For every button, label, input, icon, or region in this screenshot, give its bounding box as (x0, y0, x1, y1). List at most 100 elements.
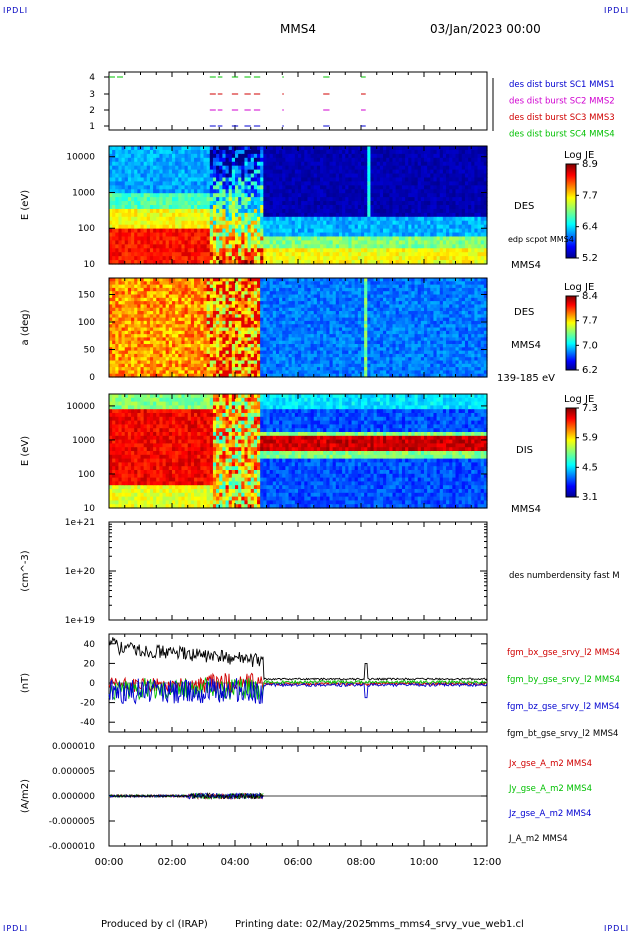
spectro-cell (212, 224, 217, 230)
spectro-cell (253, 201, 258, 206)
spectro-cell (357, 157, 362, 163)
spectro-cell (442, 153, 447, 159)
spectro-cell (178, 291, 183, 296)
spectro-cell (386, 197, 390, 202)
spectro-cell (109, 256, 113, 261)
spectro-cell (329, 173, 334, 179)
spectro-cell (156, 370, 160, 375)
spectro-cell (149, 311, 154, 315)
spectro-cell (216, 297, 220, 302)
spectro-cell (137, 281, 142, 286)
spectro-cell (461, 185, 466, 190)
spectro-cell (266, 216, 271, 222)
spectro-cell (162, 244, 167, 249)
spectro-cell (127, 304, 132, 309)
spectro-cell (304, 236, 309, 241)
spectro-cell (395, 165, 400, 171)
spectro-cell (260, 193, 264, 198)
spectro-cell (124, 278, 129, 282)
spectro-cell (461, 146, 466, 151)
spectro-cell (439, 201, 444, 206)
spectro-cell (216, 208, 220, 214)
spectro-cell (131, 284, 135, 289)
spectro-cell (118, 208, 123, 214)
spectro-cell (212, 197, 217, 202)
spectro-cell (338, 256, 343, 261)
spectro-cell (395, 157, 400, 163)
spectro-cell (285, 177, 290, 182)
spectro-cell (156, 307, 160, 312)
spectro-cell (109, 228, 113, 234)
spectro-cell (181, 153, 186, 159)
spectro-cell (228, 294, 233, 299)
spectro-cell (342, 216, 346, 222)
spectro-cell (124, 360, 129, 365)
spectro-cell (137, 236, 142, 241)
spectro-cell (153, 350, 157, 355)
spectro-cell (225, 201, 230, 206)
spectro-cell (408, 252, 412, 257)
spectro-cell (405, 236, 409, 241)
spectro-cell (329, 189, 334, 194)
spectro-cell (320, 189, 324, 194)
spectro-cell (178, 208, 183, 214)
spectro-cell (109, 360, 113, 365)
legend-entry: des dist burst SC4 MMS4 (509, 130, 615, 140)
spectro-cell (291, 212, 296, 218)
spectro-cell (159, 353, 164, 358)
spectro-cell (178, 169, 183, 175)
spectro-cell (367, 165, 372, 171)
spectro-cell (282, 149, 286, 155)
spectro-cell (376, 224, 381, 230)
spectro-cell (131, 224, 135, 230)
spectro-cell (329, 153, 334, 159)
spectro-cell (398, 220, 403, 226)
spectro-cell (439, 146, 444, 151)
spectro-cell (178, 278, 183, 282)
spectro-cell (449, 169, 453, 175)
spectro-cell (197, 278, 201, 282)
spectro-cell (269, 240, 274, 245)
spectro-cell (178, 153, 183, 159)
spectro-cell (427, 228, 431, 234)
spectro-cell (137, 340, 142, 345)
spectro-cell (398, 256, 403, 261)
spectro-cell (338, 193, 343, 198)
spectro-cell (260, 252, 264, 257)
spectro-cell (143, 330, 148, 335)
spectro-cell (143, 367, 148, 371)
spectro-cell (231, 153, 236, 159)
spectro-cell (149, 220, 154, 226)
spectro-cell (364, 173, 368, 179)
spectro-cell (427, 216, 431, 222)
spectro-cell (477, 149, 482, 155)
spectro-cell (468, 157, 472, 163)
spectro-cell (203, 189, 208, 194)
spectro-cell (361, 236, 365, 241)
spectro-cell (162, 281, 167, 286)
spectro-cell (455, 153, 460, 159)
spectro-cell (357, 169, 362, 175)
spectro-cell (137, 311, 142, 315)
spectro-cell (109, 334, 113, 338)
spectro-cell (206, 260, 211, 265)
spectro-cell (446, 248, 450, 253)
spectro-cell (121, 357, 126, 362)
spectro-cell (446, 232, 450, 238)
spectro-cell (455, 169, 460, 175)
spectro-cell (367, 236, 372, 241)
spectro-cell (376, 173, 381, 179)
spectro-cell (370, 161, 375, 167)
spectro-cell (115, 314, 120, 319)
spectro-cell (162, 314, 167, 319)
spectro-cell (175, 205, 179, 210)
spectro-cell (178, 294, 183, 299)
spectro-cell (172, 353, 176, 358)
spectro-cell (335, 216, 340, 222)
spectro-cell (291, 224, 296, 230)
spectro-cell (260, 205, 264, 210)
spectro-cell (225, 317, 230, 322)
spectro-cell (446, 161, 450, 167)
spectro-cell (471, 169, 475, 175)
spectro-cell (127, 169, 132, 175)
